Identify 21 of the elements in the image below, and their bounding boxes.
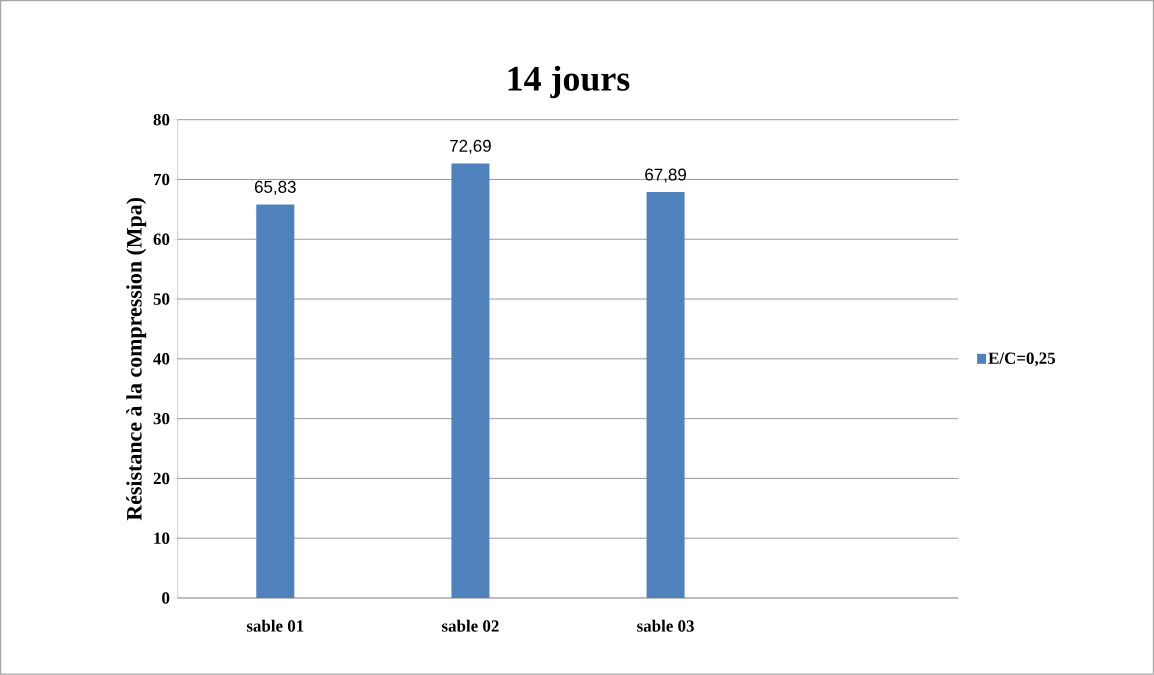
y-tick-label: 60 [153, 233, 170, 246]
x-tick-label: sable 01 [246, 619, 304, 632]
y-tick-label: 80 [153, 114, 170, 126]
data-label: 67,89 [645, 168, 686, 183]
y-tick-label: 10 [154, 532, 170, 545]
y-axis-title: Résistance à la compression (Mpa) [126, 198, 147, 521]
bar [646, 192, 685, 599]
data-label: 72,69 [450, 140, 491, 155]
x-tick-label: sable 03 [637, 619, 694, 632]
legend-label: E/C=0,25 [988, 352, 1056, 367]
y-tick-label: 30 [153, 413, 170, 425]
y-tick-label: 0 [162, 592, 170, 604]
y-tick-label: 20 [153, 472, 170, 485]
bar [451, 163, 490, 599]
y-tick-label: 40 [153, 353, 170, 365]
y-tick-label: 50 [153, 293, 170, 305]
chart-title: 14 jours [508, 65, 630, 99]
bar [256, 204, 295, 599]
y-tick-label: 70 [153, 173, 170, 186]
x-tick-label: sable 02 [442, 619, 499, 632]
data-label: 65,83 [254, 181, 296, 196]
